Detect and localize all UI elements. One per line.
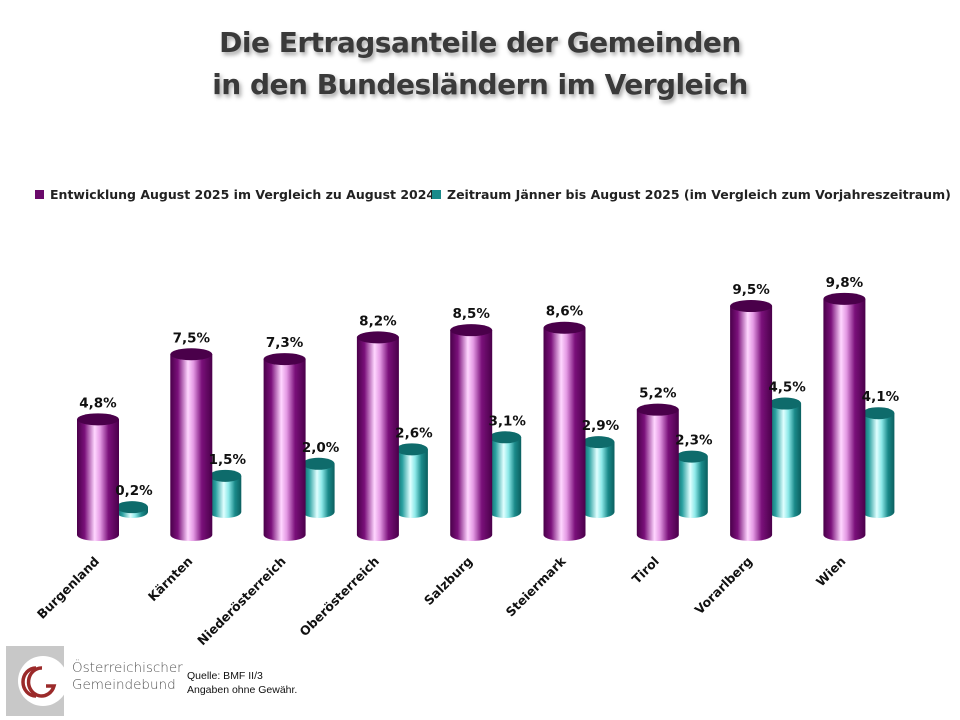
bar-series1-0-cap [77,413,119,426]
bar-series2-3-body [395,449,428,518]
title-line-1: Die Ertragsanteile der Gemeinden [219,26,741,59]
bar-series2-7-body [769,403,802,518]
x-tick-label: Tirol [629,554,662,587]
bar-series1-5 [543,321,586,541]
bar-series1-1 [170,348,213,541]
bar-series2-5-cap [582,436,615,449]
logo [6,646,68,716]
logo-cg-icon [21,666,57,698]
x-tick-label: Vorarlberg [691,554,755,618]
x-tick-label: Oberösterreich [296,554,382,640]
data-label-series1: 8,6% [546,304,584,320]
logo-line-2: Gemeindebund [72,677,176,693]
bar-series1-2-cap [263,353,306,366]
bar-series2-5 [582,436,615,518]
bar-series1-4-cap [450,324,493,337]
bar-series1-4-body [450,330,493,541]
bar-series2-4 [489,431,522,518]
x-tick-label: Wien [813,554,849,590]
legend-swatch-teal [432,190,441,199]
bar-series1-6 [636,403,679,541]
data-label-series1: 8,2% [359,313,397,329]
bar-series2-8 [862,407,895,518]
bar-series2-6 [675,450,708,518]
data-label-series2: 2,9% [582,418,620,434]
legend-label-series2: Zeitraum Jänner bis August 2025 (im Verg… [447,187,951,202]
bar-series2-2-cap [302,457,335,470]
bar-series1-8-body [823,298,866,541]
bar-series1-8 [823,292,866,541]
title-line-2: in den Bundesländern im Vergleich [212,68,748,101]
legend-item-series2: Zeitraum Jänner bis August 2025 (im Verg… [432,187,951,202]
data-label-series2: 4,5% [768,380,806,396]
bar-series1-3 [356,331,399,541]
logo-text: Österreichischer Gemeindebund [72,660,183,694]
data-label-series2: 2,0% [302,440,340,456]
bar-series1-1-cap [170,348,213,361]
bar-series2-3-cap [395,443,428,456]
bar-series2-4-cap [489,431,522,444]
bar-series1-5-cap [543,321,586,334]
x-tick-label: Steiermark [503,553,569,619]
source-note: Quelle: BMF II/3 Angaben ohne Gewähr. [187,669,297,697]
data-label-series1: 8,5% [452,306,490,322]
bar-series2-7-cap [769,397,802,410]
bar-series2-5-body [582,442,615,518]
bar-series1-7 [730,300,773,541]
data-label-series1: 5,2% [639,386,677,402]
legend-swatch-purple [35,190,44,199]
legend-label-series1: Entwicklung August 2025 im Vergleich zu … [50,187,436,202]
data-label-series1: 9,8% [826,275,864,291]
data-label-series2: 4,1% [862,389,900,405]
data-label-series2: 2,3% [675,433,713,449]
data-label-series1: 9,5% [732,282,770,298]
bar-series1-2-body [263,359,306,541]
bar-series1-5-body [543,327,586,541]
x-tick-label: Niederösterreich [194,554,289,649]
bar-series1-7-body [730,306,773,541]
data-label-series1: 7,5% [173,330,211,346]
bar-series2-3 [395,443,428,518]
data-label-series2: 3,1% [488,413,526,429]
source-line-2: Angaben ohne Gewähr. [187,684,298,696]
bar-series1-8-cap [823,292,866,305]
logo-line-1: Österreichischer [72,660,183,676]
bar-series1-3-body [356,337,399,541]
bar-series2-7 [769,397,802,518]
bar-series2-0 [116,501,148,518]
bar-series2-2 [302,457,335,518]
x-tick-label: Kärnten [145,554,196,605]
bar-series1-2 [263,353,306,541]
bar-series2-8-body [862,413,895,518]
legend-item-series1: Entwicklung August 2025 im Vergleich zu … [35,187,435,202]
bar-series2-1 [209,469,242,518]
bar-series2-6-body [675,456,708,518]
data-label-series2: 1,5% [209,452,247,468]
bar-series2-1-cap [209,469,242,482]
bar-series2-1-body [209,475,242,518]
x-tick-label: Salzburg [421,554,475,608]
bar-series2-0-cap [116,501,148,514]
bar-series1-3-cap [356,331,399,344]
data-label-series2: 0,2% [115,483,153,499]
bar-series1-6-body [636,409,679,541]
data-label-series2: 2,6% [395,425,433,441]
bar-series2-8-cap [862,407,895,420]
bar-series2-4-body [489,437,522,518]
bar-series1-4 [450,324,493,541]
bar-series1-7-cap [730,300,773,313]
data-label-series1: 7,3% [266,335,304,351]
data-label-series1: 4,8% [79,395,117,411]
bar-series2-2-body [302,463,335,518]
source-line-1: Quelle: BMF II/3 [187,670,263,682]
bar-series1-6-cap [636,403,679,416]
bar-series1-0-body [77,419,119,541]
bar-series1-0 [77,413,119,541]
bar-series1-1-body [170,354,213,541]
bar-series2-6-cap [675,450,708,463]
x-tick-label: Burgenland [34,554,102,622]
chart-title: Die Ertragsanteile der Gemeinden in den … [0,22,960,106]
